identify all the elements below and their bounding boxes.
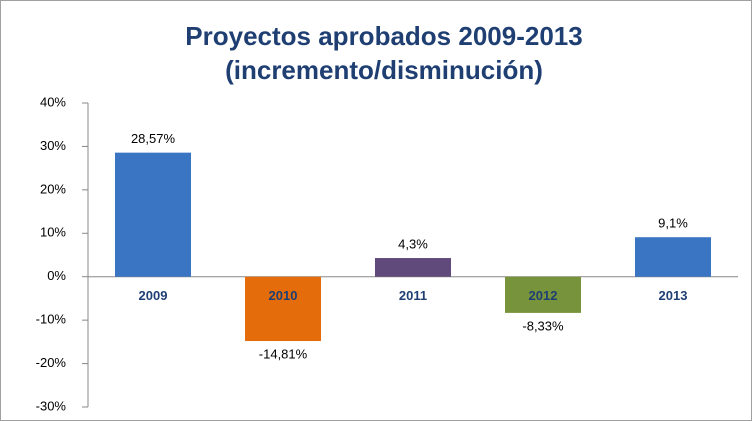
x-tick-label: 2009 xyxy=(139,288,168,303)
y-tick-label: 0% xyxy=(47,268,66,283)
bar xyxy=(245,276,321,342)
y-tick-label: -20% xyxy=(36,355,67,370)
y-tick-label: -10% xyxy=(36,312,67,327)
y-tick-label: 30% xyxy=(40,138,66,153)
x-tick-label: 2010 xyxy=(269,288,298,303)
x-tick-label: 2011 xyxy=(399,288,427,303)
x-tick-label: 2012 xyxy=(529,288,558,303)
bar xyxy=(505,276,581,313)
value-label: -14,81% xyxy=(259,346,308,361)
value-label: 4,3% xyxy=(398,236,428,251)
value-label: 9,1% xyxy=(658,216,688,231)
value-label: 28,57% xyxy=(131,131,176,146)
y-tick-label: -30% xyxy=(36,398,67,413)
y-tick-label: 40% xyxy=(40,94,66,109)
bar xyxy=(115,152,191,277)
x-tick-label: 2013 xyxy=(659,288,688,303)
chart-title: Proyectos aprobados 2009-2013 xyxy=(185,21,582,51)
value-label: -8,33% xyxy=(522,318,564,333)
chart-title: (incremento/disminución) xyxy=(225,55,543,85)
bar xyxy=(375,258,451,277)
y-tick-label: 10% xyxy=(40,225,66,240)
bar xyxy=(635,237,711,277)
y-tick-label: 20% xyxy=(40,181,66,196)
